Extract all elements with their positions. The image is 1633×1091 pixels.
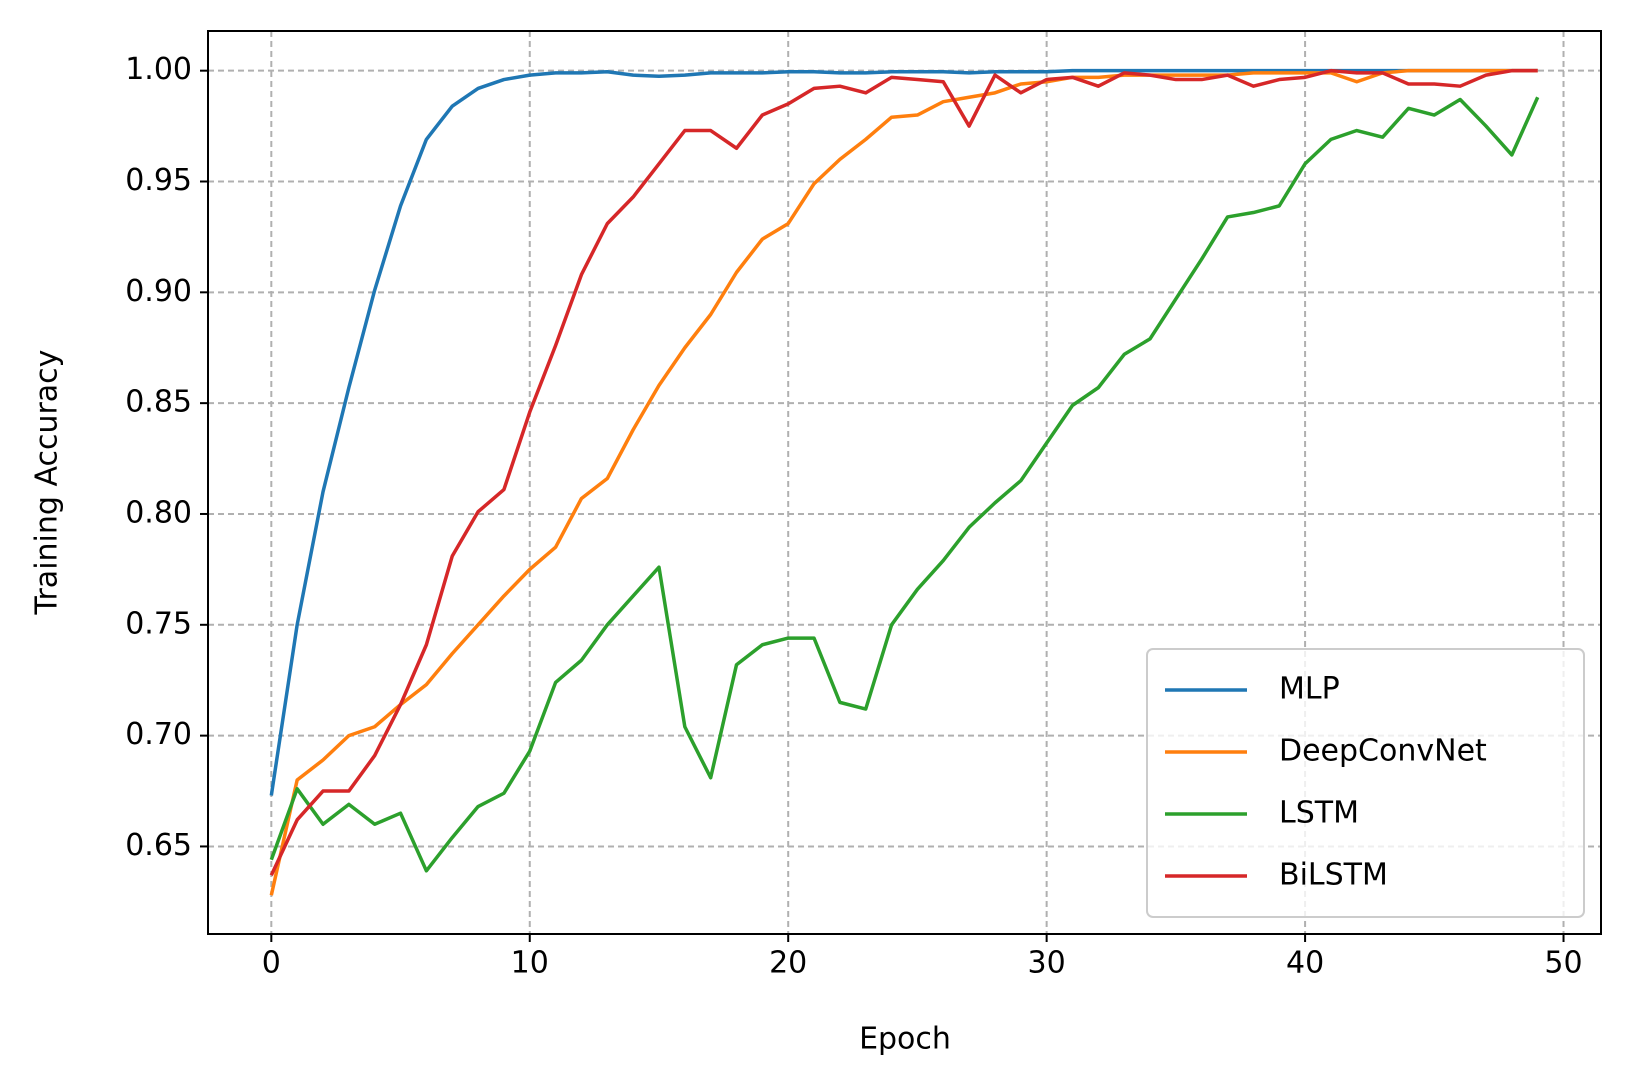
y-tick-label: 0.65 — [125, 828, 192, 863]
y-tick-label: 0.75 — [125, 606, 192, 641]
x-tick-label: 30 — [1028, 946, 1066, 981]
y-tick-label: 0.90 — [125, 274, 192, 309]
plot-frame — [207, 30, 1602, 935]
y-tick-label: 0.85 — [125, 385, 192, 420]
x-tick-label: 40 — [1286, 946, 1324, 981]
x-tick-label: 20 — [769, 946, 807, 981]
data-line — [269, 96, 1540, 873]
legend-label: LSTM — [1279, 796, 1359, 831]
legend-label: BiLSTM — [1279, 858, 1388, 893]
y-axis-label: Training Accuracy — [30, 350, 65, 616]
legend-label: DeepConvNet — [1279, 734, 1487, 769]
y-tick-label: 0.70 — [125, 717, 192, 752]
data-line — [269, 68, 1538, 876]
legend-box — [1146, 648, 1585, 918]
x-tick-label: 0 — [262, 946, 281, 981]
y-tick-label: 0.80 — [125, 495, 192, 530]
x-tick-label: 50 — [1544, 946, 1582, 981]
legend-label: MLP — [1279, 672, 1340, 707]
x-tick-label: 10 — [511, 946, 549, 981]
y-tick-label: 1.00 — [125, 52, 192, 87]
x-axis-label: Epoch — [859, 1022, 951, 1057]
legend: MLP DeepConvNet LSTM BiLSTM — [1146, 648, 1585, 918]
y-tick-label: 0.95 — [125, 163, 192, 198]
